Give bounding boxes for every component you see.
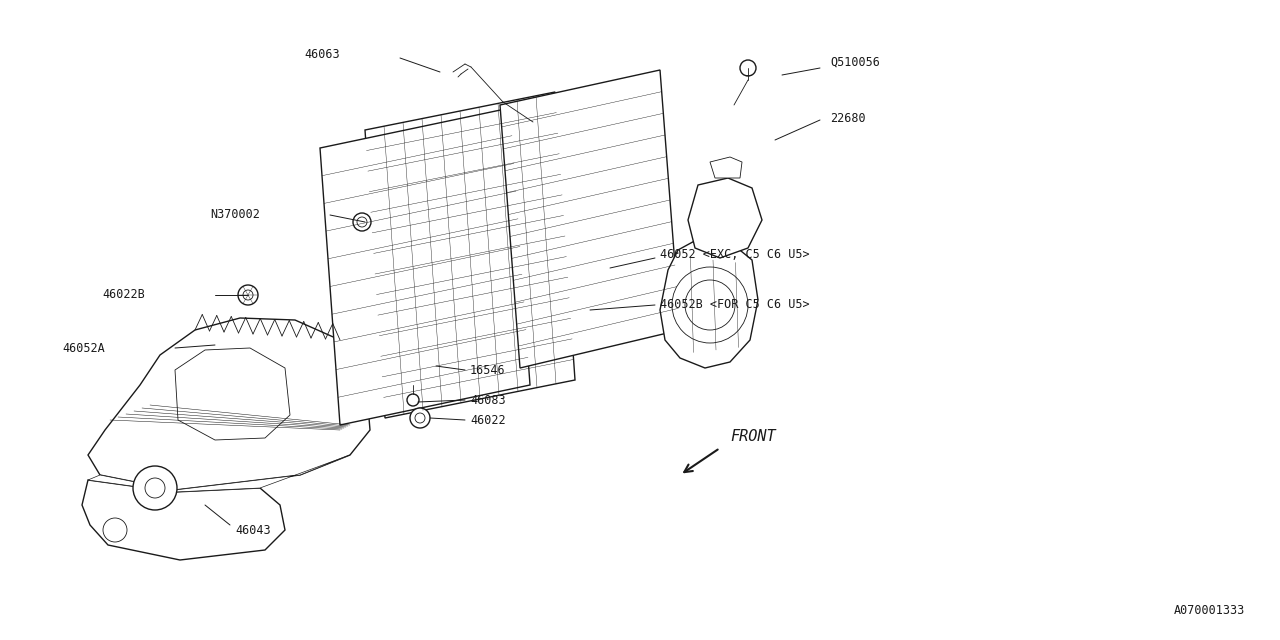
Text: 46052A: 46052A (63, 342, 105, 355)
Polygon shape (500, 70, 680, 368)
Text: 46052 <EXC, C5 C6 U5>: 46052 <EXC, C5 C6 U5> (660, 248, 810, 262)
Circle shape (410, 408, 430, 428)
Text: 46022: 46022 (470, 413, 506, 426)
Circle shape (353, 213, 371, 231)
Text: N370002: N370002 (210, 209, 260, 221)
Circle shape (238, 285, 259, 305)
Circle shape (133, 466, 177, 510)
Polygon shape (88, 318, 370, 490)
Text: Q510056: Q510056 (829, 56, 879, 68)
Text: 46043: 46043 (236, 524, 270, 536)
Polygon shape (660, 238, 758, 368)
Text: 46083: 46083 (470, 394, 506, 406)
Text: 46063: 46063 (305, 49, 340, 61)
Text: 22680: 22680 (829, 111, 865, 125)
Text: 16546: 16546 (470, 364, 506, 376)
Text: A070001333: A070001333 (1174, 604, 1245, 616)
Polygon shape (689, 178, 762, 258)
Polygon shape (82, 480, 285, 560)
Polygon shape (175, 348, 291, 440)
Text: 46022B: 46022B (102, 289, 145, 301)
Polygon shape (365, 92, 575, 418)
Text: 46052B <FOR C5 C6 U5>: 46052B <FOR C5 C6 U5> (660, 298, 810, 312)
Polygon shape (710, 157, 742, 178)
Circle shape (672, 267, 748, 343)
Polygon shape (320, 108, 530, 425)
Polygon shape (88, 455, 349, 492)
Text: FRONT: FRONT (730, 429, 776, 444)
